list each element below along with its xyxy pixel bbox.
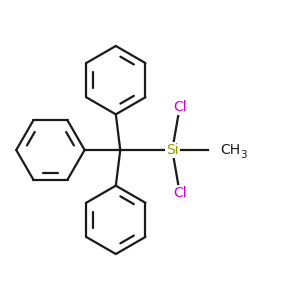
Text: 3: 3: [240, 150, 247, 160]
Text: Cl: Cl: [173, 100, 187, 114]
Text: CH: CH: [220, 143, 240, 157]
Text: Cl: Cl: [173, 186, 187, 200]
Text: Si: Si: [166, 143, 178, 157]
